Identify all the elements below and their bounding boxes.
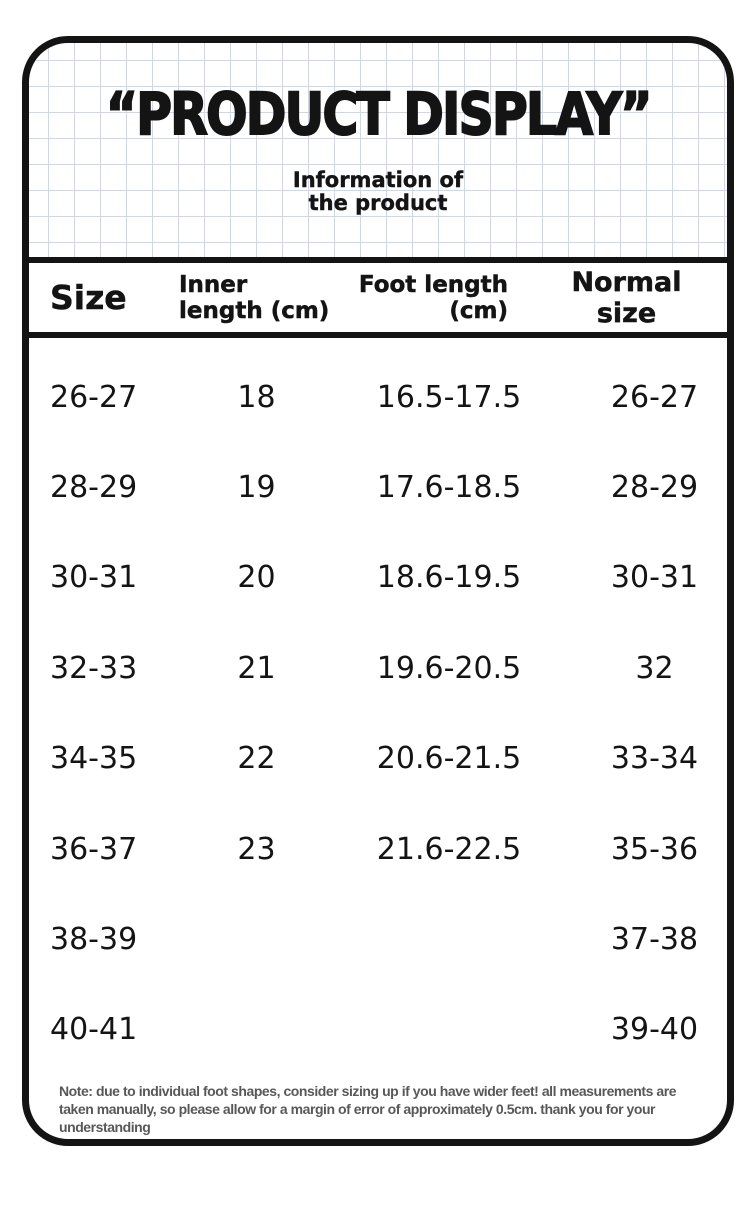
column-header-foot-length-line2: (cm) <box>449 297 508 324</box>
table-row: 34-35 22 20.6-21.5 33-34 <box>29 714 727 804</box>
cell-inner-length: 18 <box>237 379 276 415</box>
cell-foot-length: 18.6-19.5 <box>376 560 522 596</box>
size-table-header: Size Inner length (cm) Foot length (cm) … <box>29 257 727 338</box>
column-header-foot-length: Foot length (cm) <box>334 271 564 324</box>
cell-foot-length: 21.6-22.5 <box>376 831 522 867</box>
cell-size: 34-35 <box>50 741 138 777</box>
table-row: 26-27 18 16.5-17.5 26-27 <box>29 352 727 442</box>
cell-normal-size: 26-27 <box>610 379 699 415</box>
size-table-body: 26-27 18 16.5-17.5 26-27 28-29 19 17.6-1… <box>29 338 727 1075</box>
cell-foot-length: 20.6-21.5 <box>376 741 522 777</box>
cell-normal-size: 28-29 <box>610 470 699 506</box>
cell-normal-size: 37-38 <box>610 921 699 957</box>
cell-size: 32-33 <box>50 650 138 686</box>
page-title: “PRODUCT DISPLAY” <box>105 80 653 148</box>
table-row: 40-41 39-40 <box>29 985 727 1075</box>
column-header-size: Size <box>50 278 127 318</box>
column-header-foot-length-line1: Foot length <box>358 271 509 298</box>
cell-size: 30-31 <box>50 560 138 596</box>
cell-foot-length: 17.6-18.5 <box>376 470 522 506</box>
product-display-card: “PRODUCT DISPLAY” Information of the pro… <box>22 36 734 1146</box>
cell-normal-size: 32 <box>635 650 674 686</box>
cell-normal-size: 35-36 <box>610 831 699 867</box>
subtitle-line2: the product <box>308 191 448 215</box>
table-row: 36-37 23 21.6-22.5 35-36 <box>29 804 727 894</box>
cell-inner-length: 19 <box>237 470 276 506</box>
cell-inner-length: 22 <box>237 741 276 777</box>
cell-foot-length: 16.5-17.5 <box>376 379 522 415</box>
measurement-note: Note: due to individual foot shapes, con… <box>59 1083 677 1135</box>
cell-inner-length: 23 <box>237 831 276 867</box>
cell-inner-length: 20 <box>237 560 276 596</box>
cell-size: 28-29 <box>50 470 138 506</box>
column-header-normal-size: Normal size <box>571 266 682 329</box>
cell-size: 40-41 <box>50 1012 138 1048</box>
cell-normal-size: 39-40 <box>610 1012 699 1048</box>
cell-foot-length: 19.6-20.5 <box>376 650 522 686</box>
cell-size: 26-27 <box>50 379 138 415</box>
cell-normal-size: 30-31 <box>610 560 699 596</box>
column-header-inner-length-line1: Inner <box>179 271 248 298</box>
table-row: 38-39 37-38 <box>29 894 727 984</box>
column-header-inner-length: Inner length (cm) <box>179 271 334 324</box>
cell-size: 36-37 <box>50 831 138 867</box>
subtitle: Information of the product <box>292 168 464 215</box>
cell-normal-size: 33-34 <box>610 741 699 777</box>
table-row: 28-29 19 17.6-18.5 28-29 <box>29 442 727 532</box>
subtitle-line1: Information of <box>292 168 464 192</box>
table-row: 32-33 21 19.6-20.5 32 <box>29 623 727 713</box>
hero-section: “PRODUCT DISPLAY” Information of the pro… <box>29 43 727 257</box>
cell-inner-length: 21 <box>237 650 276 686</box>
cell-size: 38-39 <box>50 921 138 957</box>
column-header-inner-length-line2: length (cm) <box>179 297 330 324</box>
table-row: 30-31 20 18.6-19.5 30-31 <box>29 533 727 623</box>
